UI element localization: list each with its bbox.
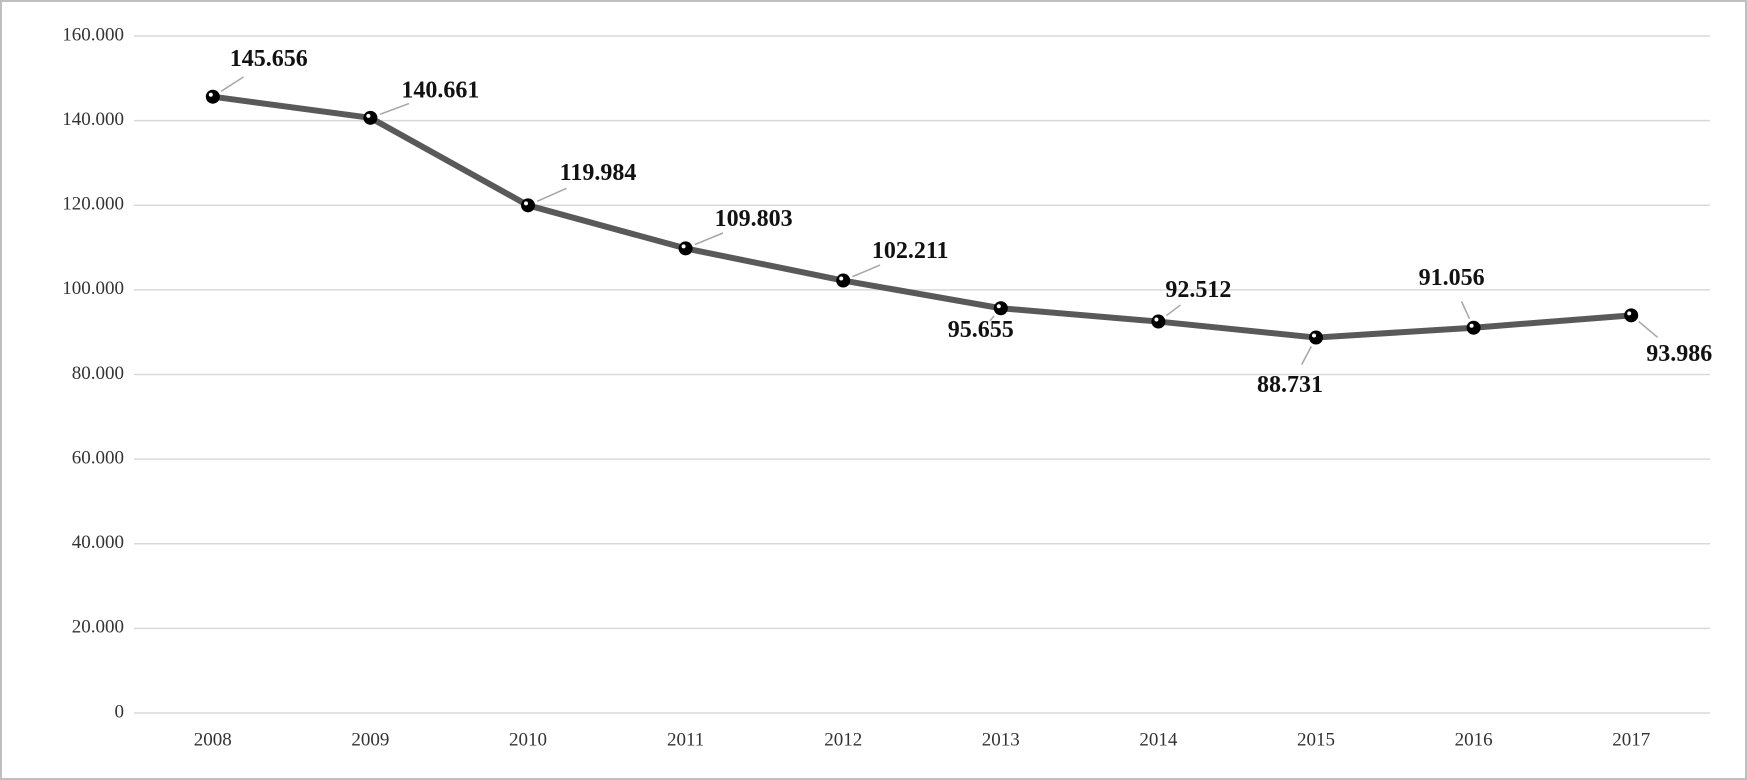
marker-highlight — [1312, 333, 1316, 338]
x-tick-label: 2008 — [194, 729, 232, 750]
leader-line — [694, 232, 724, 246]
marker-highlight — [1627, 311, 1632, 316]
marker — [836, 273, 851, 288]
marker-highlight — [208, 92, 213, 97]
x-tick-label: 2016 — [1455, 729, 1493, 750]
marker — [1151, 314, 1166, 329]
x-tick-label: 2011 — [667, 729, 704, 750]
marker — [1466, 320, 1481, 335]
marker — [678, 241, 693, 256]
y-tick-label: 160.000 — [62, 24, 124, 45]
marker-highlight — [1469, 323, 1474, 328]
y-tick-label: 80.000 — [72, 363, 124, 384]
x-tick-label: 2009 — [351, 729, 389, 750]
leader-line — [220, 76, 245, 92]
marker-highlight — [839, 276, 844, 281]
leader-line — [1165, 304, 1181, 317]
x-tick-label: 2013 — [982, 729, 1020, 750]
y-tick-label: 120.000 — [62, 194, 124, 215]
marker — [363, 110, 378, 125]
marker-highlight — [366, 113, 371, 118]
marker-highlight — [681, 244, 686, 249]
data-label: 109.803 — [715, 206, 793, 232]
y-tick-label: 40.000 — [72, 532, 124, 553]
x-tick-label: 2017 — [1612, 729, 1650, 750]
leader-line — [852, 264, 881, 278]
data-label: 119.984 — [560, 160, 637, 186]
marker — [993, 301, 1008, 316]
leader-line — [1301, 346, 1312, 365]
leader-line — [379, 102, 410, 116]
y-tick-label: 140.000 — [62, 109, 124, 130]
data-label: 102.211 — [872, 238, 949, 264]
y-tick-label: 60.000 — [72, 447, 124, 468]
data-line — [212, 93, 1632, 341]
y-tick-label: 100.000 — [62, 278, 124, 299]
marker-highlight — [1154, 317, 1159, 322]
data-label: 95.655 — [948, 317, 1014, 343]
leader-line — [1638, 321, 1659, 338]
data-label: 93.986 — [1646, 341, 1712, 367]
marker — [1309, 330, 1323, 345]
leader-line — [1460, 301, 1471, 319]
data-label: 140.661 — [401, 77, 479, 103]
y-tick-label: 20.000 — [72, 617, 124, 638]
data-label: 91.056 — [1419, 265, 1485, 291]
marker-highlight — [996, 304, 1001, 309]
data-label: 88.731 — [1257, 372, 1323, 398]
marker — [205, 89, 220, 104]
marker-highlight — [524, 201, 528, 206]
x-tick-label: 2010 — [509, 729, 547, 750]
x-tick-label: 2015 — [1297, 729, 1335, 750]
leader-line — [536, 187, 567, 202]
y-tick-label: 0 — [115, 701, 125, 722]
x-tick-label: 2014 — [1139, 729, 1178, 750]
marker — [521, 198, 535, 213]
data-label: 145.656 — [230, 46, 308, 72]
x-tick-label: 2012 — [824, 729, 862, 750]
data-label: 92.512 — [1165, 277, 1231, 303]
marker — [1624, 308, 1639, 323]
leader-line — [989, 315, 995, 322]
